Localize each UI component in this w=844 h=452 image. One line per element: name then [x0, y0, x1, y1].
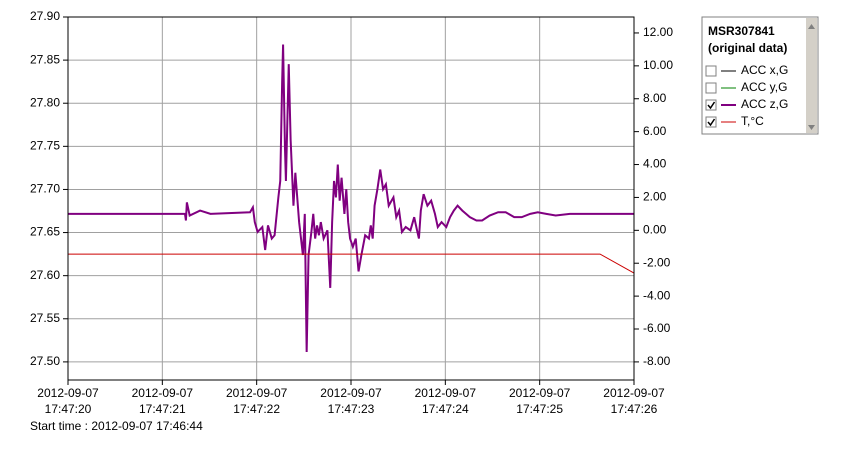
y2-tick-label: 10.00	[643, 58, 673, 72]
legend-label: ACC x,G	[741, 63, 788, 77]
y2-tick-label: 8.00	[643, 91, 667, 105]
legend-title: (original data)	[708, 41, 787, 55]
checkmark[interactable]	[707, 101, 716, 110]
legend-label: ACC z,G	[741, 97, 788, 111]
y2-tick-label: -2.00	[643, 255, 671, 269]
y-tick-label: 27.60	[30, 268, 60, 282]
y-tick-label: 27.65	[30, 225, 60, 239]
y2-tick-label: 4.00	[643, 157, 667, 171]
legend-label: T,°C	[741, 114, 764, 128]
y2-tick-label: -6.00	[643, 321, 671, 335]
y2-tick-label: 0.00	[643, 222, 667, 236]
y-tick-label: 27.70	[30, 182, 60, 196]
x-tick-label: 2012-09-07 17:47:21	[132, 386, 194, 416]
series-line	[68, 44, 634, 353]
y-tick-label: 27.75	[30, 139, 60, 153]
footer: Start time : 2012-09-07 17:46:44	[30, 419, 203, 433]
y2-tick-label: -4.00	[643, 288, 671, 302]
y2-tick-label: 6.00	[643, 124, 667, 138]
x-tick-label: 2012-09-07 17:47:22	[226, 386, 288, 416]
x-tick-label: 2012-09-07 17:47:26	[603, 386, 665, 416]
y-tick-label: 27.80	[30, 95, 60, 109]
x-tick-label: 2012-09-07 17:47:25	[509, 386, 571, 416]
x-tick-label: 2012-09-07 17:47:24	[415, 386, 477, 416]
legend-checkbox[interactable]	[705, 99, 717, 111]
checkmark[interactable]	[707, 118, 716, 127]
x-tick-label: 2012-09-07 17:47:20	[37, 386, 99, 416]
y2-tick-label: 12.00	[643, 25, 673, 39]
y2-tick-label: -8.00	[643, 354, 671, 368]
legend-checkbox[interactable]	[705, 116, 717, 128]
y2-tick-label: 2.00	[643, 190, 667, 204]
legend-scrollbar[interactable]	[806, 18, 817, 133]
y-tick-label: 27.90	[30, 9, 60, 23]
y-tick-label: 27.85	[30, 52, 60, 66]
legend-checkbox[interactable]	[705, 65, 717, 77]
legend-label: ACC y,G	[741, 80, 787, 94]
y-tick-label: 27.55	[30, 311, 60, 325]
legend-title: MSR307841	[708, 24, 775, 38]
axes: 27.50 27.55 27.60 27.65 27.70 27.75 27.80 27.85…	[30, 9, 673, 416]
scroll-up[interactable]	[808, 24, 815, 29]
scroll-down[interactable]	[808, 125, 815, 130]
y-tick-label: 27.50	[30, 354, 60, 368]
series-line	[68, 253, 635, 274]
legend-checkbox[interactable]	[705, 82, 717, 94]
legend: MSR307841 (original data) ACC x,G ACC y,G AC…	[705, 24, 788, 128]
lines	[68, 44, 635, 353]
x-tick-label: 2012-09-07 17:47:23	[320, 386, 382, 416]
legend-box	[701, 16, 819, 135]
